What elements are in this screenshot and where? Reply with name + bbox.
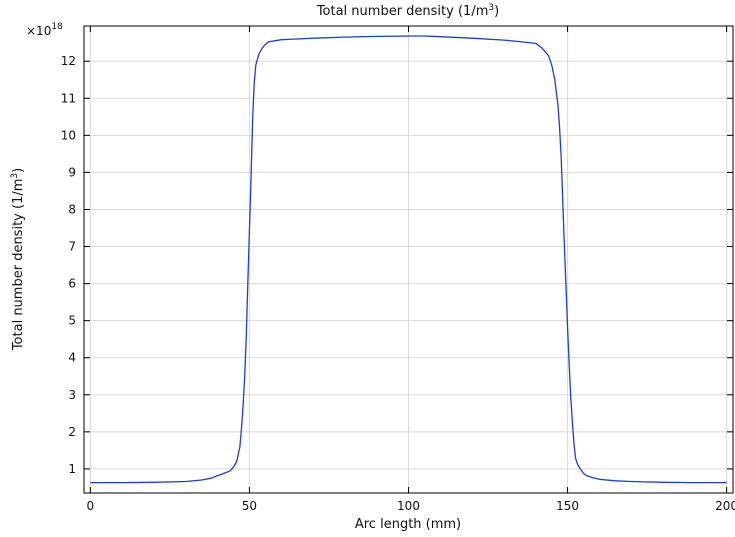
y-tick-label: 12	[61, 54, 76, 68]
y-tick-label: 4	[68, 351, 76, 365]
chart-title: Total number density (1/m3)	[316, 3, 499, 19]
y-tick-label: 5	[68, 314, 76, 328]
series-layer	[90, 35, 727, 484]
y-tick-label: 1	[68, 462, 76, 476]
y-tick-label: 9	[68, 165, 76, 179]
y-tick-label: 3	[68, 388, 76, 402]
y-tick-label: 11	[61, 91, 76, 105]
x-tick-label: 200	[715, 499, 735, 513]
x-tick-label: 150	[556, 499, 579, 513]
x-tick-label: 0	[87, 499, 95, 513]
y-multiplier: ×1018	[26, 22, 63, 38]
y-tick-label: 2	[68, 425, 76, 439]
x-tick-label: 100	[397, 499, 420, 513]
y-tick-label: 7	[68, 240, 76, 254]
grid	[84, 26, 733, 493]
y-tick-label: 10	[61, 128, 76, 142]
y-tick-label: 8	[68, 202, 76, 216]
x-axis-title: Arc length (mm)	[355, 517, 461, 532]
x-tick-label: 50	[242, 499, 257, 513]
y-axis-title: Total number density (1/m3)	[10, 168, 26, 351]
y-tick-label: 6	[68, 277, 76, 291]
series-line	[90, 35, 727, 484]
